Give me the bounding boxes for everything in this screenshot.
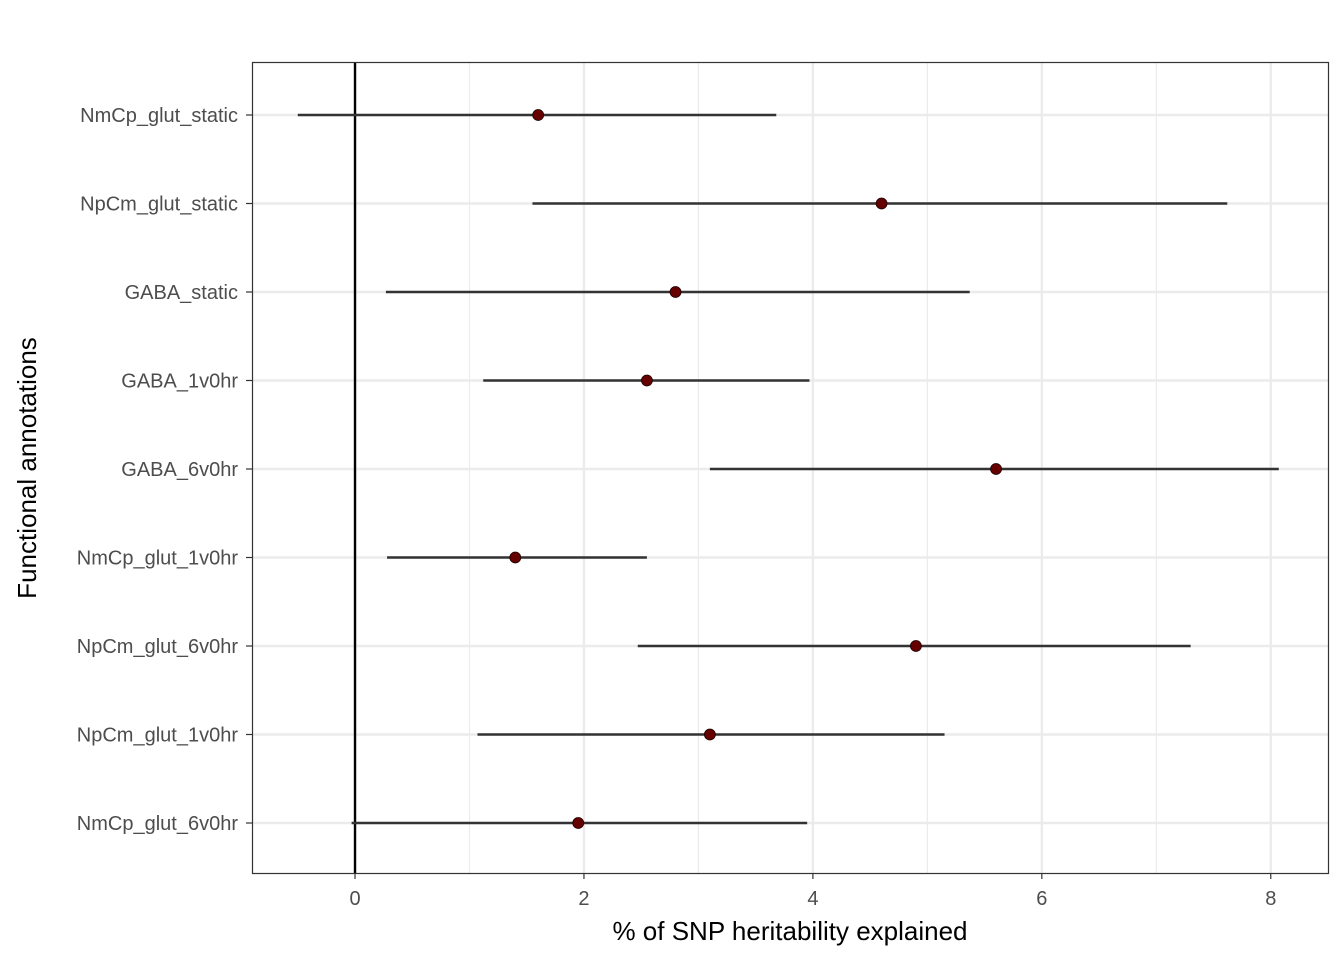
- y-tick-label: NpCm_glut_6v0hr: [77, 636, 239, 658]
- x-tick-label: 6: [1036, 888, 1047, 910]
- data-point: [910, 640, 922, 652]
- data-point: [509, 551, 522, 564]
- grid-lines: [252, 62, 1328, 873]
- x-axis-ticks: 0 2 4 6 8: [349, 873, 1276, 910]
- x-tick-label: 4: [807, 888, 818, 910]
- x-tick-label: 0: [349, 888, 360, 910]
- x-tick-label: 2: [578, 888, 589, 910]
- data-point: [669, 286, 682, 298]
- points-layer: [509, 109, 1002, 829]
- y-tick-label: GABA_1v0hr: [121, 371, 238, 393]
- y-tick-label: GABA_static: [125, 282, 238, 304]
- x-axis-title: % of SNP heritability explained: [612, 916, 967, 946]
- data-point: [703, 728, 716, 741]
- data-point: [990, 463, 1002, 475]
- y-tick-label: NpCm_glut_1v0hr: [77, 725, 239, 747]
- y-tick-label: NpCm_glut_static: [80, 194, 238, 216]
- y-tick-label: GABA_6v0hr: [121, 459, 238, 481]
- x-tick-label: 8: [1265, 888, 1276, 910]
- data-point: [572, 817, 585, 829]
- y-tick-label: NmCp_glut_6v0hr: [77, 813, 239, 835]
- y-tick-label: NmCp_glut_1v0hr: [77, 548, 239, 570]
- data-point: [641, 374, 653, 387]
- y-tick-label: NmCp_glut_static: [80, 105, 238, 127]
- panel-border: [251, 61, 1330, 875]
- data-point: [532, 109, 545, 121]
- data-point: [875, 197, 888, 210]
- y-axis-title: Functional annotations: [12, 337, 42, 599]
- y-axis-ticks: NmCp_glut_static NpCm_glut_static GABA_sta…: [77, 105, 252, 835]
